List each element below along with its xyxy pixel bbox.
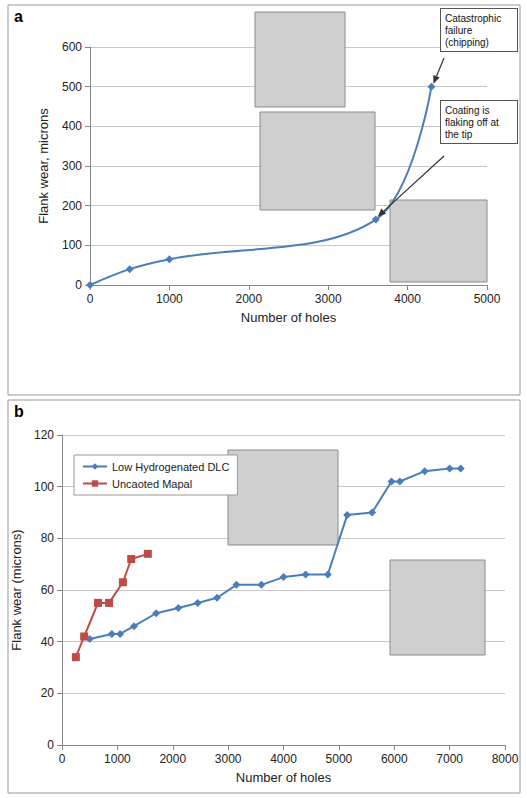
svg-text:the tip: the tip	[445, 129, 473, 140]
svg-text:4000: 4000	[394, 292, 421, 306]
svg-text:5000: 5000	[326, 752, 353, 766]
svg-text:2000: 2000	[159, 752, 186, 766]
svg-text:a: a	[14, 8, 23, 25]
svg-text:Flank wear (microns): Flank wear (microns)	[9, 529, 24, 650]
svg-text:0: 0	[75, 278, 82, 292]
svg-text:Low Hydrogenated DLC: Low Hydrogenated DLC	[112, 461, 229, 473]
svg-text:500: 500	[62, 80, 82, 94]
svg-text:300: 300	[62, 159, 82, 173]
svg-text:Flank wear, microns: Flank wear, microns	[36, 108, 51, 224]
svg-text:2000: 2000	[235, 292, 262, 306]
svg-text:8000: 8000	[492, 752, 519, 766]
svg-text:(chipping): (chipping)	[445, 37, 489, 48]
svg-text:600: 600	[62, 40, 82, 54]
svg-text:failure: failure	[445, 25, 475, 36]
svg-text:60: 60	[41, 583, 55, 597]
svg-text:20: 20	[41, 686, 55, 700]
svg-text:b: b	[14, 403, 24, 420]
svg-text:3000: 3000	[315, 292, 342, 306]
svg-text:Catastrophic: Catastrophic	[445, 13, 504, 24]
svg-text:100: 100	[34, 480, 54, 494]
svg-text:5000: 5000	[474, 292, 501, 306]
svg-text:400: 400	[62, 119, 82, 133]
svg-text:Uncaoted Mapal: Uncaoted Mapal	[112, 478, 192, 490]
svg-text:7000: 7000	[436, 752, 463, 766]
svg-text:0: 0	[59, 752, 66, 766]
svg-text:40: 40	[41, 635, 55, 649]
svg-text:1000: 1000	[104, 752, 131, 766]
svg-text:0: 0	[47, 738, 54, 752]
svg-text:100: 100	[62, 238, 82, 252]
svg-text:120: 120	[34, 428, 54, 442]
svg-text:3000: 3000	[215, 752, 242, 766]
svg-text:0: 0	[87, 292, 94, 306]
svg-text:1000: 1000	[156, 292, 183, 306]
svg-text:80: 80	[41, 531, 55, 545]
svg-text:Coating is: Coating is	[445, 105, 492, 116]
svg-text:Number of holes: Number of holes	[241, 310, 337, 325]
svg-text:flaking off at: flaking off at	[445, 117, 502, 128]
svg-text:Number of holes: Number of holes	[236, 770, 332, 785]
svg-text:200: 200	[62, 199, 82, 213]
svg-text:6000: 6000	[381, 752, 408, 766]
svg-text:4000: 4000	[270, 752, 297, 766]
